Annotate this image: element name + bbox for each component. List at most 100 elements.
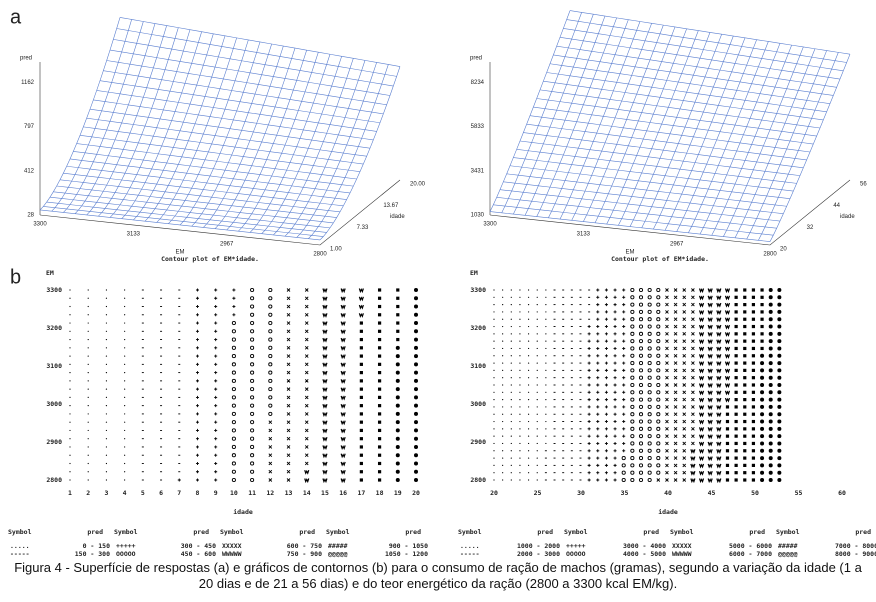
symbol	[760, 470, 765, 475]
symbol	[340, 445, 346, 451]
symbol	[682, 427, 687, 431]
symbol	[286, 354, 291, 358]
symbol	[656, 456, 661, 461]
symbol	[656, 463, 661, 468]
surface-grid	[113, 39, 394, 87]
surface-grid	[566, 19, 847, 63]
symbol	[231, 453, 236, 458]
symbol	[760, 456, 765, 461]
symbol	[493, 406, 495, 408]
symbol	[724, 324, 731, 330]
symbol	[698, 478, 705, 484]
symbol	[716, 397, 722, 403]
symbol	[304, 461, 309, 466]
symbol	[724, 353, 731, 359]
symbol	[545, 369, 547, 371]
legend-header: pred	[537, 528, 553, 536]
symbol	[502, 472, 504, 474]
symbol	[621, 477, 626, 483]
symbol	[716, 288, 722, 294]
symbol	[214, 305, 218, 309]
symbol	[268, 403, 273, 408]
symbol	[414, 370, 418, 375]
symbol	[87, 289, 89, 291]
symbol	[716, 317, 722, 323]
symbol	[682, 463, 687, 468]
symbol	[673, 288, 678, 292]
symbol	[322, 337, 328, 343]
symbol	[596, 420, 600, 424]
symbol	[87, 396, 89, 398]
symbol	[751, 376, 756, 380]
symbol	[214, 387, 218, 391]
x-tick-label: 2967	[220, 242, 234, 248]
symbol	[596, 478, 600, 482]
symbol	[638, 361, 644, 366]
symbol	[105, 363, 108, 365]
symbol	[322, 453, 328, 459]
symbol	[707, 317, 713, 323]
symbol	[707, 310, 713, 315]
symbol	[545, 406, 547, 408]
symbol	[377, 387, 382, 391]
symbol	[87, 429, 89, 432]
symbol	[613, 383, 617, 387]
symbol	[760, 478, 765, 482]
symbol	[87, 347, 89, 349]
symbol	[673, 368, 678, 373]
symbol	[682, 324, 687, 329]
symbol	[751, 354, 756, 358]
symbol	[656, 346, 661, 351]
symbol	[751, 449, 756, 453]
symbol	[622, 295, 626, 299]
symbol	[743, 324, 747, 329]
symbol	[622, 376, 626, 380]
y-label: idade	[390, 214, 405, 220]
symbol	[536, 318, 538, 320]
symbol	[638, 434, 644, 439]
symbol	[691, 390, 695, 395]
symbol	[195, 453, 199, 457]
symbol	[665, 405, 669, 409]
symbol	[304, 379, 309, 383]
symbol	[638, 477, 644, 483]
symbol	[124, 338, 126, 341]
symbol	[377, 404, 382, 408]
symbol	[304, 321, 309, 325]
symbol	[519, 413, 521, 415]
surface-grid	[168, 39, 249, 224]
symbol	[698, 427, 705, 432]
symbol	[656, 470, 661, 475]
symbol	[665, 441, 669, 446]
symbol	[195, 420, 199, 424]
symbol	[286, 379, 291, 383]
symbol	[519, 377, 521, 379]
symbol	[268, 378, 273, 383]
symbol	[760, 397, 765, 402]
symbol	[250, 387, 255, 392]
symbol	[304, 288, 309, 292]
symbol	[377, 304, 382, 309]
symbol	[613, 317, 617, 321]
symbol	[682, 441, 687, 446]
symbol	[340, 362, 346, 368]
symbol	[322, 288, 328, 294]
symbol	[510, 450, 512, 452]
symbol	[536, 406, 538, 408]
symbol	[682, 470, 687, 475]
symbol	[707, 346, 713, 352]
surface-grid	[203, 45, 284, 228]
symbol	[69, 372, 71, 374]
symbol	[510, 428, 512, 430]
symbol	[622, 317, 626, 321]
symbol	[777, 346, 782, 351]
symbol	[665, 368, 669, 373]
symbol	[286, 288, 291, 292]
symbol	[734, 427, 738, 431]
symbol	[768, 353, 773, 358]
symbol	[510, 355, 512, 357]
legend-range: 150 - 300	[75, 550, 110, 558]
symbol	[596, 405, 600, 409]
symbol	[743, 376, 747, 380]
symbol	[760, 324, 764, 329]
